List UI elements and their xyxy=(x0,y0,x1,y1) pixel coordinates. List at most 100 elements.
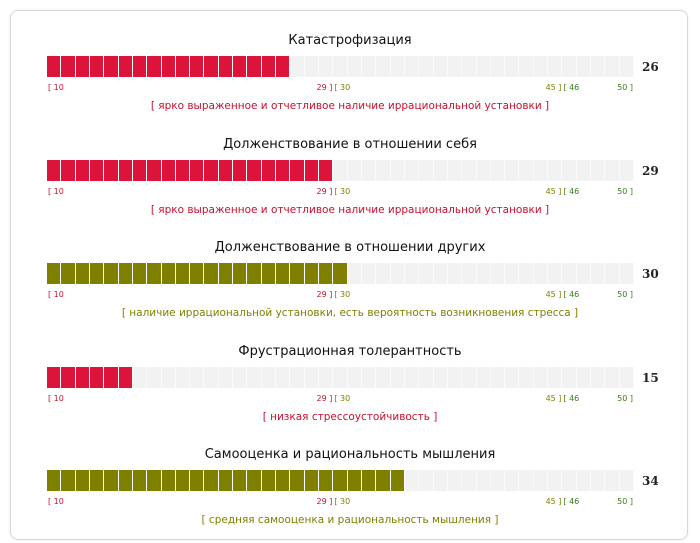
bar-cell-empty xyxy=(619,56,634,77)
bar-cell-filled xyxy=(118,159,133,181)
scale-tick-label: 50 ] xyxy=(617,290,633,299)
bar-cell-empty xyxy=(361,56,377,77)
scale-tick-label: [ 30 xyxy=(334,497,351,506)
bar-cell-filled xyxy=(118,366,133,388)
bar-cell-empty xyxy=(333,56,348,77)
bar-cell-empty xyxy=(519,263,534,284)
score-value: 26 xyxy=(642,60,659,74)
bar-cell-filled xyxy=(247,263,262,284)
bar-cell-filled xyxy=(390,470,405,491)
bar-cell-empty xyxy=(419,159,434,181)
bar-cell-empty xyxy=(576,263,592,284)
bar-cell-filled xyxy=(319,159,334,181)
bar-cell-filled xyxy=(276,263,291,284)
bar-cell-empty xyxy=(433,159,448,181)
scale-bar xyxy=(47,159,634,181)
scale-title: Катастрофизация xyxy=(288,33,412,48)
bar-cell-filled xyxy=(89,366,105,388)
bar-cell-filled xyxy=(233,263,248,284)
scale-block: Катастрофизация 26 [ 10 29 ][ 30 45 ][ 46 50 … xyxy=(11,11,689,115)
bar-cell-empty xyxy=(361,366,377,388)
bar-cell-filled xyxy=(247,56,262,77)
bar-cell-empty xyxy=(490,263,506,284)
bar-cell-filled xyxy=(175,263,191,284)
bar-cell-empty xyxy=(433,56,448,77)
score-value: 29 xyxy=(642,163,659,178)
bar-cell-filled xyxy=(118,56,133,77)
scale-tick-label: [ 30 xyxy=(334,83,351,92)
bar-cell-empty xyxy=(218,366,234,388)
bar-cell-filled xyxy=(190,470,205,491)
scale-bar xyxy=(47,263,634,284)
bar-cell-empty xyxy=(548,263,563,284)
bar-cell-empty xyxy=(605,470,620,491)
bar-cell-empty xyxy=(419,56,434,77)
bar-cell-filled xyxy=(276,470,291,491)
bar-cell-empty xyxy=(433,366,448,388)
bar-cell-filled xyxy=(261,56,277,77)
bar-cell-filled xyxy=(161,263,176,284)
bar-cell-filled xyxy=(190,56,205,77)
bar-cell-filled xyxy=(319,470,334,491)
bar-cell-empty xyxy=(591,56,606,77)
scale-tick-label: 50 ] xyxy=(617,186,633,196)
bar-cell-empty xyxy=(562,263,577,284)
bar-cell-empty xyxy=(304,366,320,388)
bar-cell-empty xyxy=(576,56,592,77)
bar-cell-filled xyxy=(132,56,148,77)
bar-cell-empty xyxy=(562,56,577,77)
bar-cell-empty xyxy=(447,263,463,284)
bar-cell-filled xyxy=(304,470,320,491)
score-value: 30 xyxy=(642,267,659,281)
bar-cell-empty xyxy=(319,366,334,388)
bar-cell-filled xyxy=(161,470,176,491)
bar-cell-empty xyxy=(361,263,377,284)
bar-cell-empty xyxy=(390,56,405,77)
bar-cell-filled xyxy=(333,470,348,491)
bar-cell-empty xyxy=(147,366,162,388)
bar-cell-empty xyxy=(376,263,391,284)
scale-description: [ наличие иррациональной установки, есть… xyxy=(121,307,579,319)
bar-cell-empty xyxy=(347,366,362,388)
bar-cell-empty xyxy=(190,366,205,388)
bar-cell-empty xyxy=(247,366,262,388)
bar-cell-empty xyxy=(533,470,549,491)
bar-cell-empty xyxy=(476,263,491,284)
bar-cell-filled xyxy=(175,470,191,491)
bar-cell-filled xyxy=(104,470,119,491)
bar-cell-filled xyxy=(204,470,219,491)
scale-tick-label: [ 46 xyxy=(563,83,580,92)
scale-block: Долженствование в отношении других 30 [ 10… xyxy=(11,218,689,322)
bar-cell-empty xyxy=(390,263,405,284)
bar-cell-filled xyxy=(104,159,119,181)
bar-cell-empty xyxy=(290,56,305,77)
bar-cell-filled xyxy=(361,470,377,491)
scale-tick-label: 29 ] xyxy=(316,497,333,506)
bar-cell-empty xyxy=(404,470,420,491)
bar-cell-filled xyxy=(47,470,62,491)
bar-cell-empty xyxy=(533,159,549,181)
scale-tick-label: [ 10 xyxy=(48,497,64,506)
bar-cell-empty xyxy=(548,159,563,181)
bar-cell-empty xyxy=(419,470,434,491)
bar-cell-empty xyxy=(476,56,491,77)
bar-cell-empty xyxy=(447,159,463,181)
bar-cell-filled xyxy=(333,263,348,284)
scale-tick-label: [ 46 xyxy=(563,186,580,196)
bar-cell-empty xyxy=(505,470,520,491)
bar-cell-empty xyxy=(533,56,549,77)
bar-cell-empty xyxy=(419,263,434,284)
bar-cell-empty xyxy=(619,263,634,284)
bar-cell-filled xyxy=(276,159,291,181)
bar-cell-filled xyxy=(218,263,234,284)
bar-cell-filled xyxy=(89,263,105,284)
bar-cell-empty xyxy=(490,159,506,181)
bar-cell-empty xyxy=(505,56,520,77)
bar-cell-empty xyxy=(490,470,506,491)
bar-cell-filled xyxy=(61,56,76,77)
bar-cell-filled xyxy=(161,159,176,181)
scale-description: [ ярко выраженное и отчетливое наличие и… xyxy=(150,203,550,216)
scale-tick-label: 45 ] xyxy=(545,497,562,506)
bar-cell-filled xyxy=(190,159,205,181)
bar-cell-empty xyxy=(419,366,434,388)
